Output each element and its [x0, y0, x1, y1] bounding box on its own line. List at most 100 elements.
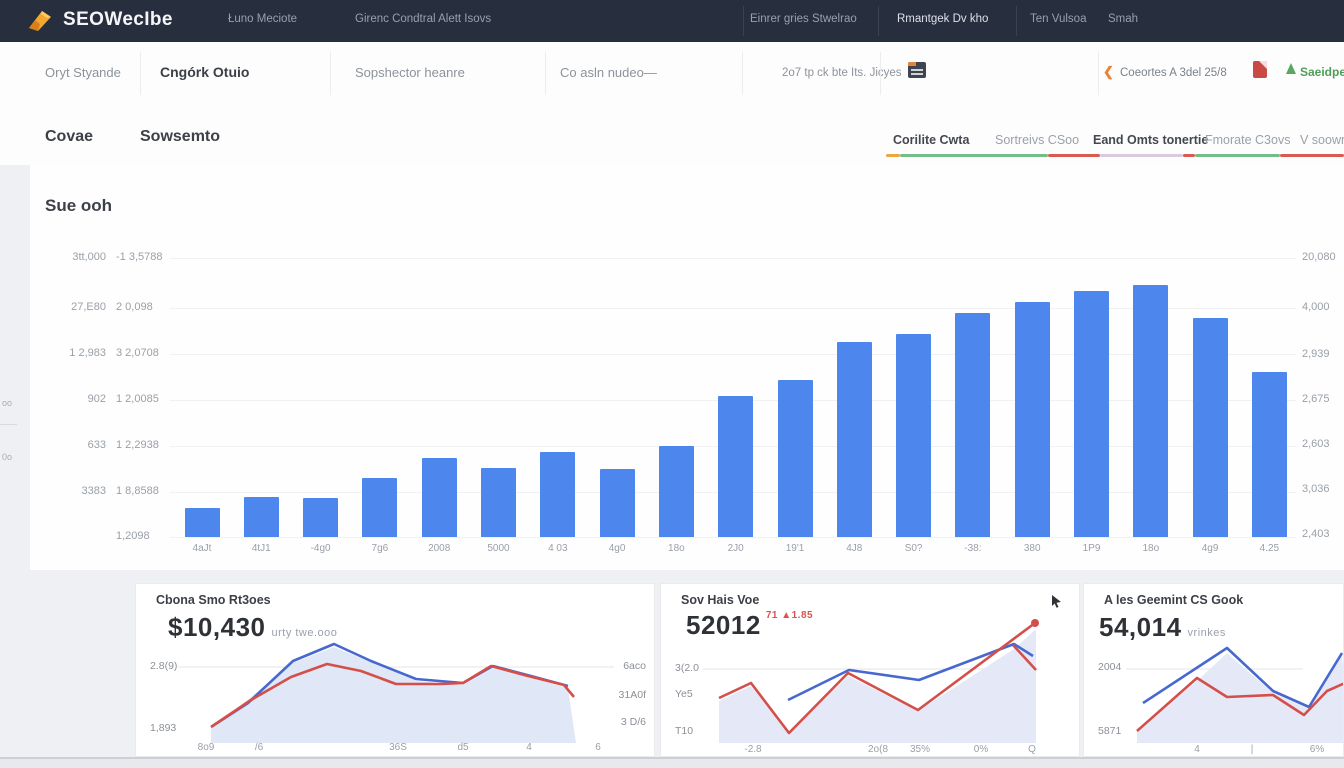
y-axis-label-left-a: 3383 — [81, 485, 106, 497]
x-axis-label: 5000 — [487, 543, 510, 554]
bar — [1133, 285, 1169, 537]
card-3-title: A les Geemint CS Gook — [1104, 593, 1244, 607]
card-y-axis-label: T10 — [675, 725, 694, 737]
card-x-axis-label: 0% — [973, 744, 989, 755]
x-axis-label: 19'1 — [785, 543, 805, 554]
toolbar-item-project-name[interactable]: Cngórk Otuio — [160, 64, 250, 80]
toolbar-divider — [1098, 52, 1099, 95]
x-axis-label: 4g0 — [608, 543, 626, 554]
x-axis-label: 18o — [1142, 543, 1160, 554]
y-axis-label-right: 2,603 — [1302, 438, 1330, 450]
score-segment-4 — [1100, 154, 1183, 157]
topnav-item-5[interactable]: Ten Vulsoa — [1030, 13, 1087, 25]
report-tab-2[interactable]: Sortreivs CSoo — [995, 133, 1080, 147]
toolbar-item-section[interactable]: Sopshector heanre — [355, 65, 465, 80]
y-axis-label-left-b: 3 2,0708 — [116, 347, 159, 359]
toolbar-divider — [140, 52, 141, 95]
card-2-series-red-tail — [1012, 644, 1037, 671]
bar — [1014, 302, 1050, 537]
y-axis-label-left-a: 1 2,983 — [69, 347, 106, 359]
card-y-axis-label: 5871 — [1098, 725, 1122, 737]
report-tab-4[interactable]: Fmorate C3ovs — [1205, 133, 1291, 147]
y-axis-label-left-a: 3tt,000 — [72, 251, 106, 263]
main-chart-title: Sue ooh — [45, 196, 113, 215]
score-segment-5 — [1183, 154, 1195, 157]
topnav-divider — [878, 6, 879, 36]
report-tab-1[interactable]: Corilite Cwta — [893, 133, 970, 147]
card-x-axis-label: d5 — [457, 742, 469, 753]
bar — [421, 458, 457, 537]
edge-axis-label: 0o — [2, 452, 13, 462]
x-axis-label: S0? — [904, 543, 923, 554]
cursor-icon[interactable] — [1050, 594, 1063, 608]
card-x-axis-label: 4 — [526, 742, 532, 753]
calendar-icon[interactable] — [908, 62, 926, 78]
x-axis-label: 4J8 — [846, 543, 863, 554]
topnav-item-4[interactable]: Rmantgek Dv kho — [897, 13, 989, 25]
card-y-axis-label-right: 6aco — [623, 660, 646, 672]
y-axis-label-left-b: 1 2,2938 — [116, 439, 159, 451]
toolbar-item-domain[interactable]: Co asln nudeo— — [560, 65, 657, 80]
card-x-axis-label: 2o(8 — [867, 744, 889, 755]
app-logo[interactable]: SEOWecIbe — [26, 6, 173, 34]
y-axis-label-right: 4,000 — [1302, 301, 1330, 313]
pdf-export-icon[interactable] — [1253, 61, 1267, 78]
bar — [1192, 318, 1228, 537]
toolbar-item-project-type[interactable]: Oryt Styande — [45, 65, 121, 80]
card-x-axis-label: Q — [1028, 744, 1036, 755]
card-2[interactable]: Sov Hais Voe 52012 71 ▲1.85 3(2.0 Ye5 T10 -2… — [660, 583, 1080, 757]
x-axis-label: 4g9 — [1201, 543, 1219, 554]
score-segment-2 — [900, 154, 1048, 157]
y-axis-label-left-b: 1,2098 — [116, 530, 150, 542]
toolbar-divider — [330, 52, 331, 95]
card-y-axis-label: 2004 — [1098, 661, 1122, 673]
chart-gridline — [170, 537, 1296, 538]
chart-gridline — [170, 258, 1296, 259]
export-label[interactable]: Saeidpeb — [1300, 65, 1344, 79]
card-2-series-blue — [787, 642, 1034, 702]
y-axis-label-left-b: -1 3,5788 — [116, 251, 163, 263]
bar — [718, 396, 754, 537]
topnav-item-6[interactable]: Smah — [1108, 13, 1139, 25]
x-axis-label: 2J0 — [727, 543, 744, 554]
x-axis-label: 4 03 — [548, 543, 568, 554]
report-tab-3[interactable]: Eand Omts tonertie — [1093, 133, 1209, 147]
bar — [1251, 372, 1287, 537]
topnav-item-3[interactable]: Einrer gries Stwelrao — [750, 13, 857, 25]
bar — [599, 469, 635, 537]
chart-gridline — [170, 354, 1296, 355]
card-1[interactable]: Cbona Smo Rt3oes $10,430 urty twe.ooo 2.8… — [135, 583, 655, 757]
bar — [836, 342, 872, 537]
x-axis-label: 4aJt — [192, 543, 212, 554]
card-1-title: Cbona Smo Rt3oes — [156, 593, 271, 607]
edge-axis-label: oo — [2, 398, 13, 408]
trend-up-icon — [1286, 63, 1296, 74]
topnav-item-1[interactable]: Łuno Meciote — [228, 13, 298, 25]
toolbar-item-date-info[interactable]: 2o7 tp ck bte Its. Jicyes — [782, 67, 902, 79]
y-axis-label-left-b: 2 0,098 — [116, 301, 153, 313]
card-3[interactable]: A les Geemint CS Gook 54,014 vrinkes 2004… — [1083, 583, 1344, 757]
topnav-item-2[interactable]: Girenc Condtral Alett Isovs — [355, 13, 492, 25]
y-axis-label-left-b: 1 2,0085 — [116, 393, 159, 405]
logo-text: SEOWecIbe — [63, 9, 173, 30]
y-axis-label-left-a: 633 — [87, 439, 106, 451]
card-3-series-blue — [1142, 646, 1343, 709]
compare-date-range[interactable]: Coeortes A 3del 25/8 — [1120, 67, 1227, 79]
x-axis-label: 7g6 — [371, 543, 389, 554]
tab-overview[interactable]: Covae — [45, 128, 94, 145]
edge-divider — [0, 424, 17, 425]
tab-segments[interactable]: Sowsemto — [140, 128, 221, 145]
card-1-series-red — [210, 662, 575, 729]
bar — [243, 497, 279, 537]
compare-chevron-icon[interactable]: ❮ — [1103, 64, 1114, 79]
x-axis-label: 2008 — [428, 543, 451, 554]
x-axis-label: 4.25 — [1259, 543, 1280, 554]
card-3-value: 54,014 vrinkes — [1099, 612, 1226, 642]
card-x-axis-label: 35% — [909, 744, 931, 755]
x-axis-label: 1P9 — [1082, 543, 1101, 554]
card-2-series-red — [718, 621, 1036, 735]
x-axis-label: -4g0 — [310, 543, 331, 554]
report-tab-5[interactable]: V soownr — [1300, 133, 1344, 147]
y-axis-label-right: 20,080 — [1302, 251, 1336, 263]
bar — [658, 446, 694, 537]
